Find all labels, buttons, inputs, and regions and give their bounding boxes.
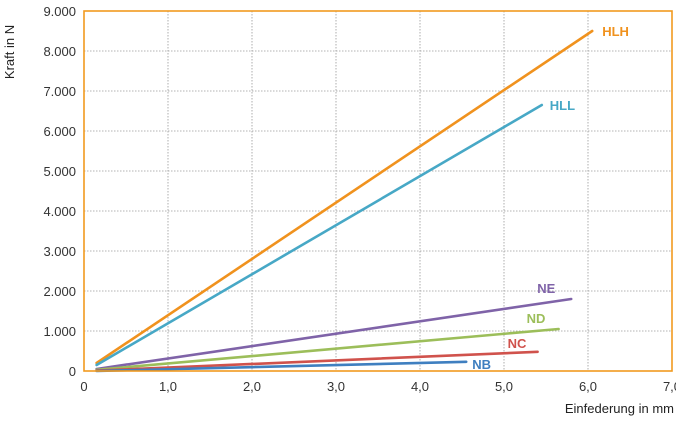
series-line-hll — [95, 103, 544, 367]
y-tick-label: 7.000 — [43, 84, 76, 99]
y-tick-label: 4.000 — [43, 204, 76, 219]
y-tick-label: 2.000 — [43, 284, 76, 299]
plot-frame — [83, 10, 673, 372]
series-line-nd — [95, 327, 560, 372]
series-label-ne: NE — [537, 281, 555, 296]
x-tick-label: 2,0 — [243, 379, 261, 394]
series-lines — [95, 29, 594, 373]
y-tick-label: 6.000 — [43, 124, 76, 139]
x-tick-label: 1,0 — [159, 379, 177, 394]
y-tick-label: 1.000 — [43, 324, 76, 339]
y-tick-label: 8.000 — [43, 44, 76, 59]
series-label-nb: NB — [472, 357, 491, 372]
x-tick-label: 3,0 — [327, 379, 345, 394]
y-tick-label: 9.000 — [43, 4, 76, 19]
y-tick-labels: 0 1.000 2.000 3.000 4.000 5.000 6.000 7.000 8.00… — [43, 4, 76, 379]
series-line-nc — [95, 350, 539, 372]
series-line-nb — [95, 360, 468, 373]
y-tick-label: 5.000 — [43, 164, 76, 179]
series-label-nd: ND — [527, 311, 546, 326]
series-label-hll: HLL — [550, 98, 575, 113]
series-label-hlh: HLH — [602, 24, 629, 39]
series-label-nc: NC — [508, 336, 527, 351]
x-tick-label: 6,0 — [579, 379, 597, 394]
x-tick-label: 0 — [80, 379, 87, 394]
x-tick-label: 4,0 — [411, 379, 429, 394]
y-axis-title: Kraft in N — [2, 25, 17, 79]
grid-lines — [84, 11, 672, 371]
x-tick-labels: 0 1,0 2,0 3,0 4,0 5,0 6,0 7,0 — [80, 379, 676, 394]
y-tick-label: 0 — [69, 364, 76, 379]
x-tick-label: 5,0 — [495, 379, 513, 394]
series-line-hlh — [95, 29, 594, 365]
x-tick-label: 7,0 — [663, 379, 676, 394]
y-tick-label: 3.000 — [43, 244, 76, 259]
x-axis-title: Einfederung in mm — [565, 401, 674, 416]
series-line-ne — [95, 297, 573, 371]
